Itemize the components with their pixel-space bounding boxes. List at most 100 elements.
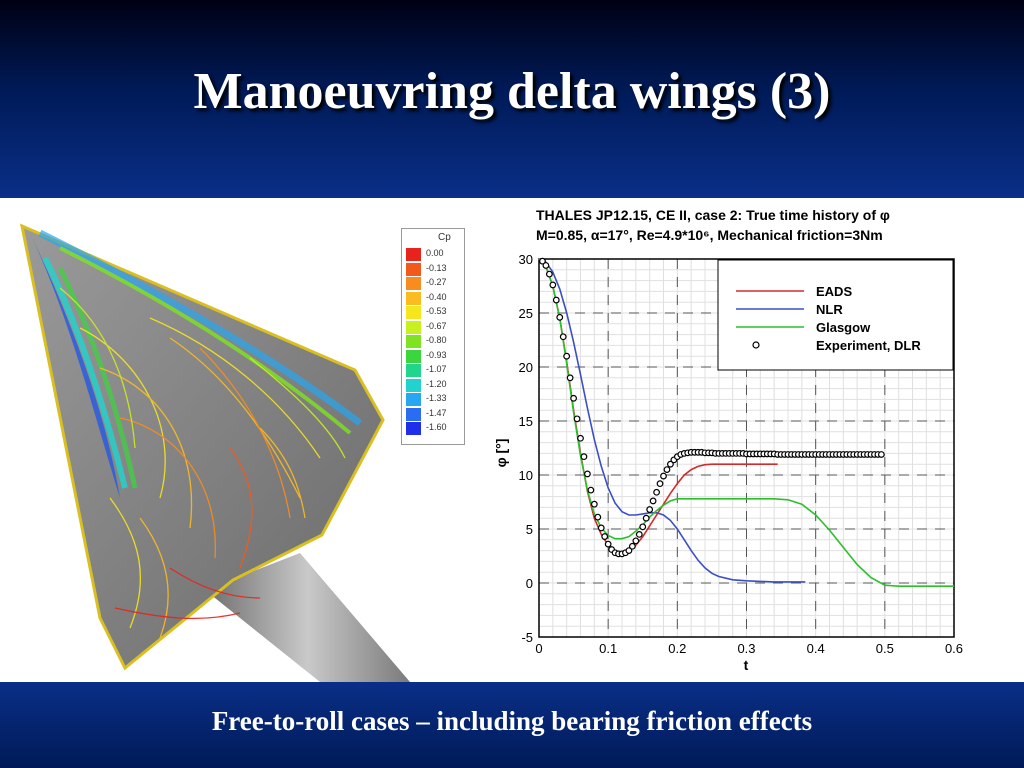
experiment-dlr-point xyxy=(653,488,660,496)
experiment-dlr-point xyxy=(563,352,571,360)
experiment-dlr-point xyxy=(542,262,550,269)
legend-label: NLR xyxy=(816,302,843,317)
cp-swatch xyxy=(406,262,421,276)
experiment-dlr-point xyxy=(642,514,650,522)
phi-time-history-chart: THALES JP12.15, CE II, case 2: True time… xyxy=(490,198,1024,682)
chart-legend: EADS NLR Glasgow Experiment, DLR xyxy=(717,259,954,371)
cp-legend-row: -1.47 xyxy=(406,407,462,421)
cp-level-label: -0.13 xyxy=(426,262,447,273)
experiment-dlr-point xyxy=(656,480,664,488)
cp-swatch xyxy=(406,291,421,305)
cp-swatch xyxy=(406,364,421,377)
cp-swatch xyxy=(406,407,421,421)
experiment-dlr-point xyxy=(667,460,674,468)
x-tick-label: 0.5 xyxy=(876,641,894,656)
cp-legend-row: -1.07 xyxy=(406,363,462,377)
slide-header: Manoeuvring delta wings (3) xyxy=(0,0,1024,198)
x-tick-label: 0 xyxy=(535,641,542,656)
cp-legend-row: -0.13 xyxy=(406,262,462,276)
experiment-dlr-point xyxy=(545,270,553,278)
cp-swatch xyxy=(406,378,421,392)
experiment-dlr-point xyxy=(649,497,657,505)
experiment-dlr-point xyxy=(628,542,636,550)
plot-frame xyxy=(538,258,955,638)
experiment-dlr-point xyxy=(639,523,647,531)
cp-level-label: -1.60 xyxy=(426,422,447,432)
cp-swatch xyxy=(406,277,421,290)
x-tick-label: 0.6 xyxy=(945,641,963,656)
experiment-dlr-point xyxy=(549,281,557,289)
cp-level-label: -0.67 xyxy=(426,320,447,331)
vortex-green-left xyxy=(57,266,138,489)
cp-swatch xyxy=(406,320,421,334)
cp-legend-row: -0.93 xyxy=(406,349,462,363)
experiment-dlr-point xyxy=(663,466,671,474)
slide-title: Manoeuvring delta wings (3) xyxy=(193,63,831,120)
y-tick-label: 10 xyxy=(519,468,533,483)
x-tick-label: 0.3 xyxy=(737,641,755,656)
cp-level-label: -0.53 xyxy=(426,306,447,316)
wing-surface xyxy=(19,223,385,671)
cp-color-legend: Cp 0.00 -0.13 -0.27 -0.40 -0.53 -0.67 -0.80 -0.… xyxy=(401,228,465,445)
experiment-dlr-point xyxy=(580,453,588,461)
x-axis-label: t xyxy=(744,657,749,673)
cp-swatch xyxy=(406,349,421,363)
experiment-dlr-point xyxy=(577,434,584,442)
experiment-dlr-point xyxy=(559,333,567,341)
y-tick-label: 5 xyxy=(526,522,533,537)
cp-swatch xyxy=(406,306,421,319)
experiment-dlr-point xyxy=(597,524,605,532)
experiment-dlr-point xyxy=(601,533,609,540)
experiment-dlr-point xyxy=(552,296,560,304)
cp-legend-row: -0.40 xyxy=(406,291,462,305)
experiment-dlr-point xyxy=(566,374,574,382)
cp-level-label: -1.20 xyxy=(426,378,447,389)
cp-legend-title: Cp xyxy=(438,232,451,243)
x-tick-label: 0.2 xyxy=(668,641,686,656)
x-tick-label: 0.1 xyxy=(599,641,617,656)
cp-level-label: -0.27 xyxy=(426,277,447,287)
experiment-dlr-point xyxy=(635,531,643,538)
experiment-dlr-point xyxy=(573,415,581,423)
experiment-dlr-point xyxy=(594,513,602,521)
experiment-dlr-point xyxy=(604,540,612,548)
cp-legend-row: 0.00 xyxy=(406,247,462,261)
slide-footer: Free-to-roll cases – including bearing f… xyxy=(0,682,1024,768)
chart-subtitle: M=0.85, α=17°, Re=4.9*10⁶, Mechanical fr… xyxy=(536,227,883,243)
cp-swatch xyxy=(406,393,421,406)
experiment-dlr-point xyxy=(877,451,885,458)
experiment-dlr-point xyxy=(570,394,577,402)
series-line-glasgow xyxy=(538,258,954,587)
fuselage-body xyxy=(205,553,410,682)
experiment-dlr-point xyxy=(539,257,546,265)
y-tick-label: 25 xyxy=(519,306,533,321)
delta-wing-cp-visualization xyxy=(19,223,410,682)
y-tick-label: 15 xyxy=(519,414,533,429)
slide-caption: Free-to-roll cases – including bearing f… xyxy=(211,706,813,736)
legend-marker xyxy=(752,341,760,349)
y-tick-label: 0 xyxy=(526,576,533,591)
cp-level-label: -0.40 xyxy=(426,291,447,302)
cp-legend-row: -0.67 xyxy=(406,320,462,334)
experiment-dlr-point xyxy=(590,500,598,508)
cp-level-label: -1.07 xyxy=(426,364,447,374)
experiment-dlr-point xyxy=(625,547,633,555)
y-axis-label: φ [°] xyxy=(493,439,509,468)
cp-level-label: -0.93 xyxy=(426,349,447,360)
vortex-footprint-right xyxy=(38,229,363,426)
experiment-dlr-point xyxy=(646,506,654,513)
cp-swatch xyxy=(406,248,421,261)
experiment-dlr-point xyxy=(584,470,591,478)
cp-level-label: -1.33 xyxy=(426,393,447,403)
cp-swatch xyxy=(406,422,421,435)
legend-label: Glasgow xyxy=(816,320,871,335)
experiment-dlr-point xyxy=(587,486,595,494)
cp-legend-row: -1.33 xyxy=(406,392,462,406)
x-tick-label: 0.4 xyxy=(807,641,825,656)
y-tick-label: -5 xyxy=(521,630,533,645)
cp-legend-row: -0.27 xyxy=(406,276,462,290)
cp-legend-row: -1.60 xyxy=(406,421,462,435)
vortex-cyan-left xyxy=(42,256,128,489)
legend-label: Experiment, DLR xyxy=(816,338,921,353)
